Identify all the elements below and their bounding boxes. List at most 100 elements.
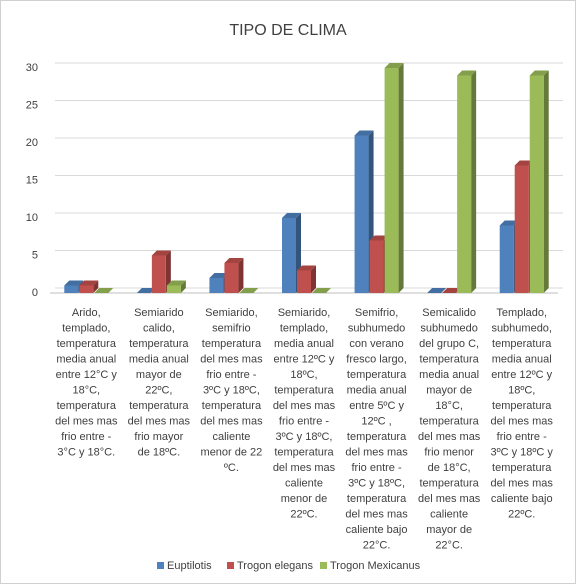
- x-tick-label: temperatura: [347, 431, 407, 443]
- bar-top: [514, 160, 534, 166]
- bar-side: [543, 70, 549, 293]
- x-tick-label: caliente: [285, 477, 323, 489]
- x-tick-label: del mes mas: [491, 415, 554, 427]
- x-tick-label: temperatura: [492, 400, 552, 412]
- bar-top: [209, 273, 229, 278]
- x-tick-label: subhumedo: [420, 322, 478, 334]
- bar: [151, 255, 166, 293]
- x-tick-label: temperatura: [129, 400, 189, 412]
- bar-side: [471, 70, 477, 293]
- x-tick-label: Templado,: [496, 307, 547, 319]
- x-tick-label: del mes mas: [345, 446, 408, 458]
- x-tick-label: temperatura: [57, 400, 117, 412]
- bar-top: [312, 288, 331, 293]
- x-tick-label: 18°C,: [72, 384, 100, 396]
- x-tick-label: de 18ºC.: [138, 446, 181, 458]
- x-tick-label: del mes mas: [55, 415, 118, 427]
- y-tick-label: 5: [32, 249, 38, 261]
- bar: [354, 135, 369, 293]
- x-tick-label: subhumedo: [348, 322, 406, 334]
- x-tick-label: semifrio: [212, 322, 251, 334]
- x-tick-label: del mes mas: [128, 415, 191, 427]
- x-tick-label: temperatura: [274, 384, 334, 396]
- legend-swatch: [227, 562, 234, 569]
- bar-top: [427, 288, 447, 293]
- x-tick-label: 3ºC y 18ºC,: [276, 431, 333, 443]
- bar-side: [238, 258, 244, 293]
- bar-top: [239, 288, 259, 293]
- x-tick-label: frio entre -: [206, 369, 256, 381]
- x-tick-label: media anual: [274, 338, 334, 350]
- bar: [514, 165, 529, 293]
- x-tick-label: mayor de: [136, 369, 182, 381]
- x-tick-label: 18°C,: [435, 400, 463, 412]
- bar-top: [384, 63, 404, 68]
- bar-top: [297, 265, 316, 271]
- bar: [224, 263, 239, 293]
- x-tick-label: temperatura: [492, 338, 552, 350]
- bar-side: [311, 265, 316, 293]
- bar-top: [529, 70, 549, 76]
- x-tick-label: frio entre -: [352, 462, 402, 474]
- legend-label: Trogon Mexicanus: [330, 560, 421, 572]
- x-tick-label: frio menor: [424, 446, 474, 458]
- bar-top: [166, 280, 186, 286]
- x-tick-label: caliente bajo: [491, 493, 553, 505]
- bar-side: [180, 280, 186, 293]
- x-tick-label: temperatura: [202, 338, 262, 350]
- x-tick-label: del mes mas: [273, 462, 336, 474]
- x-tick-label: del grupo C,: [419, 338, 479, 350]
- y-tick-label: 25: [26, 99, 38, 111]
- x-tick-label: frio entre -: [497, 431, 547, 443]
- x-tick-label: Semicalido: [422, 307, 476, 319]
- x-tick-label: Semiarido,: [205, 307, 258, 319]
- bar: [499, 225, 514, 293]
- x-tick-label: temperatura: [419, 477, 479, 489]
- x-tick-label: Arido,: [72, 307, 101, 319]
- bar: [209, 278, 224, 293]
- x-tick-label: 18ºC,: [508, 384, 535, 396]
- y-tick-label: 20: [26, 137, 38, 149]
- bar-top: [442, 288, 462, 293]
- bar-top: [369, 235, 389, 241]
- y-tick-label: 30: [26, 62, 38, 74]
- x-tick-label: del mes mas: [273, 400, 336, 412]
- bar-top: [94, 288, 114, 293]
- bar: [457, 75, 472, 293]
- bar-side: [93, 280, 99, 293]
- bar-top: [64, 280, 84, 286]
- bar-side: [398, 63, 404, 293]
- x-tick-label: 12ºC ,: [361, 415, 391, 427]
- legend-swatch: [320, 562, 327, 569]
- bar: [64, 285, 79, 293]
- x-tick-label: subhumedo,: [491, 322, 552, 334]
- x-tick-label: 3°C y 18°C.: [57, 446, 115, 458]
- bar: [369, 240, 384, 293]
- x-tick-label: entre 12ºC y: [491, 369, 552, 381]
- x-tick-label: media anual: [492, 353, 552, 365]
- x-tick-label: 22ºC.: [290, 508, 317, 520]
- bar-top: [136, 288, 156, 293]
- x-tick-label: caliente bajo: [346, 524, 408, 536]
- x-tick-label: Semiarido,: [278, 307, 331, 319]
- x-tick-label: 3ºC y 18ºC,: [203, 384, 260, 396]
- x-tick-label: caliente: [212, 431, 250, 443]
- bar: [384, 68, 399, 293]
- x-tick-label: temperatura: [347, 369, 407, 381]
- x-tick-label: media anual: [56, 353, 116, 365]
- x-tick-label: frio mayor: [134, 431, 183, 443]
- x-tick-label: 22°C.: [435, 539, 463, 551]
- x-tick-label: del mes mas: [200, 415, 263, 427]
- x-tick-label: entre 5ºC y: [349, 400, 404, 412]
- bar-top: [79, 280, 99, 286]
- y-tick-label: 15: [26, 174, 38, 186]
- bar-top: [457, 70, 477, 76]
- x-tick-label: del mes mas: [418, 493, 481, 505]
- x-tick-label: temperatura: [129, 338, 189, 350]
- x-tick-label: mayor de: [426, 384, 472, 396]
- x-tick-label: temperatura: [274, 446, 334, 458]
- x-tick-label: 22ºC.: [508, 508, 535, 520]
- x-tick-label: temperatura: [419, 415, 479, 427]
- x-tick-label: del mes mas: [418, 431, 481, 443]
